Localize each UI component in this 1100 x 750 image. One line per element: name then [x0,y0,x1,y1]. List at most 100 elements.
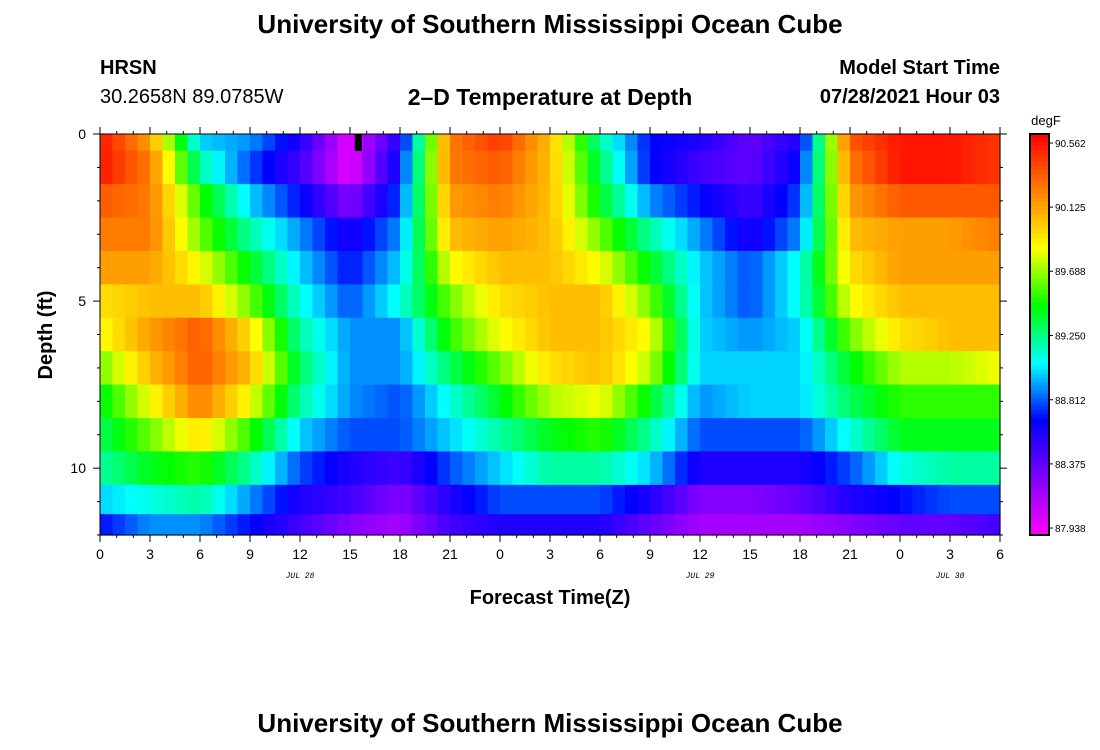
heatmap-cell [237,250,251,285]
heatmap-cell [475,418,489,453]
colorbar-cell [1030,294,1049,300]
heatmap-cell [800,217,814,252]
heatmap-cell [312,484,326,515]
heatmap-cell [700,184,714,219]
heatmap-cell [850,284,864,319]
heatmap-cell [737,150,751,185]
heatmap-cell [725,514,739,536]
heatmap-cell [900,384,914,419]
colorbar-cell [1030,230,1049,235]
heatmap-cell [387,184,401,219]
heatmap-cell [600,184,614,219]
heatmap-cell [987,451,1001,486]
heatmap-cell [287,317,301,352]
heatmap-cell [225,284,239,319]
heatmap-cell [650,284,664,319]
heatmap-cell [100,284,114,319]
heatmap-cell [962,284,976,319]
heatmap-cell [175,317,189,352]
heatmap-cell [612,351,626,386]
heatmap-cell [462,451,476,486]
heatmap-cell [750,217,764,252]
heatmap-cell [475,351,489,386]
heatmap-cell [287,250,301,285]
heatmap-cell [975,384,989,419]
heatmap-cell [662,150,676,185]
heatmap-cell [412,514,426,536]
heatmap-cell [212,134,226,152]
heatmap-cell [912,150,926,185]
heatmap-cell [950,514,964,536]
heatmap-cell [275,484,289,515]
heatmap-cell [687,514,701,536]
heatmap-cell [112,418,126,453]
heatmap-cell [450,351,464,386]
heatmap-cell [375,250,389,285]
colorbar-cell [1030,346,1049,352]
heatmap-cell [625,150,639,185]
heatmap-cell [162,184,176,219]
heatmap-cell [287,514,301,536]
heatmap-cell [100,150,114,185]
heatmap-cell [512,184,526,219]
heatmap-cell [312,184,326,219]
heatmap-cell [375,451,389,486]
heatmap-cell [775,317,789,352]
heatmap-cell [687,451,701,486]
heatmap-cell [987,418,1001,453]
heatmap-cell [700,150,714,185]
heatmap-cell [625,317,639,352]
colorbar-cell [1030,378,1049,384]
heatmap-cell [637,384,651,419]
heatmap-cell [462,134,476,152]
heatmap-cell [650,134,664,152]
heatmap-cell [162,317,176,352]
heatmap-cell [937,184,951,219]
heatmap-cell [175,384,189,419]
colorbar-tick-label: 88.375 [1055,460,1086,471]
heatmap-cell [812,351,826,386]
heatmap-cell [512,250,526,285]
heatmap-cell [762,284,776,319]
heatmap-cell [650,384,664,419]
heatmap-cell [737,484,751,515]
x-tick-label: 3 [146,546,154,562]
heatmap-cell [875,217,889,252]
heatmap-cell [300,384,314,419]
heatmap-cell [900,514,914,536]
heatmap-cell [250,418,264,453]
heatmap-cell [787,150,801,185]
heatmap-cell [325,134,339,152]
heatmap-cell [887,250,901,285]
heatmap-cell [612,217,626,252]
colorbar-tick-label: 88.812 [1055,396,1086,407]
heatmap-cell [962,418,976,453]
colorbar-tick-label: 90.562 [1055,139,1086,150]
heatmap-cell [712,217,726,252]
heatmap-cell [212,451,226,486]
heatmap-cell [337,250,351,285]
heatmap-cell [925,514,939,536]
colorbar-cell [1030,446,1049,452]
heatmap-cell [662,250,676,285]
heatmap-cell [137,484,151,515]
heatmap-cell [550,284,564,319]
heatmap-cell [162,418,176,453]
heatmap-cell [612,384,626,419]
heatmap-cell [900,451,914,486]
heatmap-cell [150,284,164,319]
heatmap-cell [187,384,201,419]
heatmap-cell [900,484,914,515]
heatmap-cell [862,184,876,219]
heatmap-cell [575,317,589,352]
heatmap-cell [675,250,689,285]
heatmap-cell [562,150,576,185]
footer-title: University of Southern Mississippi Ocean… [257,708,843,738]
heatmap-cell [800,514,814,536]
colorbar-cell [1030,238,1049,243]
heatmap-cell [475,134,489,152]
heatmap-cell [412,317,426,352]
heatmap-cell [875,384,889,419]
heatmap-cell [900,351,914,386]
